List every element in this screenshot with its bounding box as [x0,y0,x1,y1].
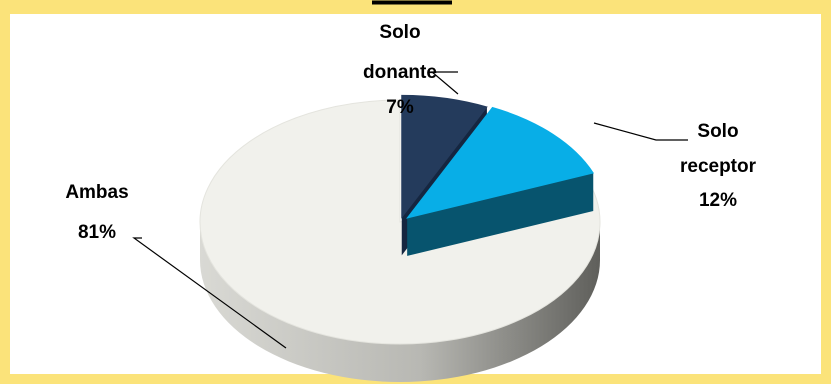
label-ambas: Ambas 81% [65,182,128,243]
label-line: receptor [680,156,757,177]
pie-slice [406,106,595,256]
slice-cut-face [407,172,594,256]
pie-slices [199,94,601,382]
percent-label: 7% [386,97,414,118]
slice-top [406,106,595,219]
leader-line [132,237,287,349]
label-line: Solo [697,121,738,142]
label-line: donante [363,62,437,83]
leader-line [593,122,688,141]
title-strip: —— [0,0,831,14]
chart-title-fragment: —— [372,0,452,14]
percent-label: 12% [699,190,737,211]
label-line: Ambas [65,182,128,203]
pie-slice [199,99,601,382]
slice-side-wall [200,222,600,382]
leader-lines [132,71,688,349]
percent-label: 81% [78,222,116,243]
leader-line [430,71,459,95]
slice-top [401,94,488,219]
slice-top [199,99,601,345]
label-line: Solo [379,22,420,43]
label-solo-receptor: Solo receptor 12% [680,121,757,211]
label-solo-donante: Solo donante 7% [363,22,437,118]
